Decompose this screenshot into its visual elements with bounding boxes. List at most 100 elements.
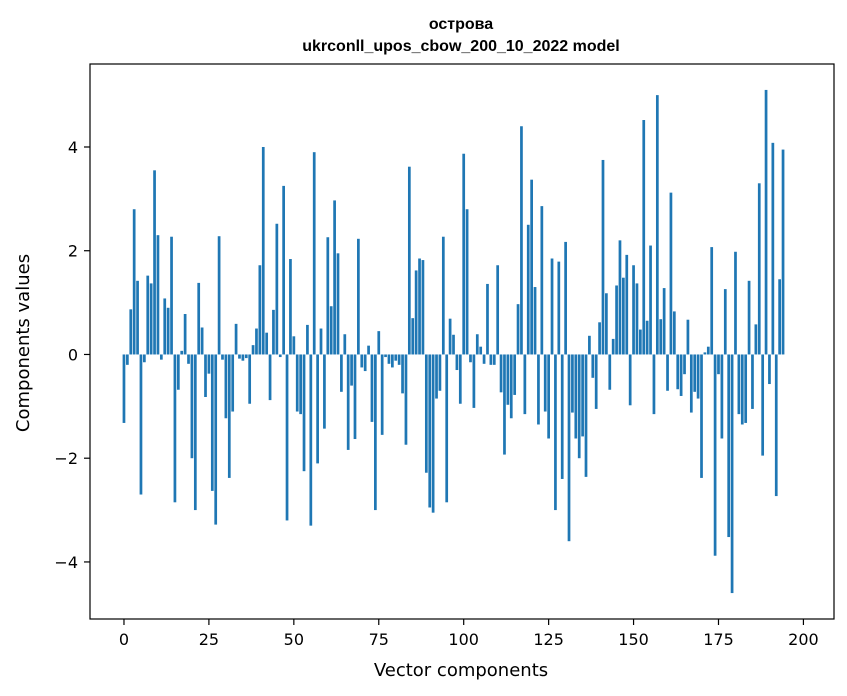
bar-49 xyxy=(289,259,292,355)
bar-33 xyxy=(234,323,238,355)
bar-192 xyxy=(774,354,778,497)
bar-30 xyxy=(224,354,228,419)
bar-121 xyxy=(533,287,537,355)
bar-130 xyxy=(564,241,567,355)
bar-83 xyxy=(404,354,408,445)
bar-94 xyxy=(441,236,445,355)
bar-5 xyxy=(139,354,143,495)
x-tick-label: 125 xyxy=(533,630,564,649)
bar-89 xyxy=(424,354,428,473)
bar-179 xyxy=(730,354,734,594)
bar-31 xyxy=(227,354,231,478)
x-tick-label: 75 xyxy=(369,630,389,649)
bar-87 xyxy=(418,258,421,355)
y-tick-label: 4 xyxy=(68,138,78,157)
bar-72 xyxy=(367,345,370,355)
bar-66 xyxy=(346,354,350,450)
bar-140 xyxy=(598,322,601,355)
bar-169 xyxy=(696,354,700,399)
bar-154 xyxy=(645,320,649,355)
bar-145 xyxy=(615,285,618,355)
bar-190 xyxy=(768,354,771,385)
bar-182 xyxy=(740,354,744,425)
bar-21 xyxy=(193,354,197,511)
y-tick-label: −4 xyxy=(54,553,78,572)
bar-39 xyxy=(255,328,258,355)
bar-101 xyxy=(465,209,469,355)
bar-151 xyxy=(635,283,639,355)
bar-53 xyxy=(302,354,306,472)
bar-112 xyxy=(503,354,506,455)
bar-50 xyxy=(292,336,296,355)
bar-52 xyxy=(299,354,302,415)
bar-124 xyxy=(543,354,547,412)
bar-193 xyxy=(778,279,781,355)
bar-157 xyxy=(655,95,659,355)
bar-7 xyxy=(146,275,150,355)
bar-98 xyxy=(455,354,459,371)
bar-152 xyxy=(639,329,642,355)
bar-153 xyxy=(642,120,646,355)
bar-120 xyxy=(530,179,533,355)
bar-147 xyxy=(622,277,625,355)
chart-subtitle: ukrconll_upos_cbow_200_10_2022 model xyxy=(302,38,619,55)
bar-146 xyxy=(618,240,622,355)
bar-55 xyxy=(309,354,313,526)
bar-148 xyxy=(625,254,629,355)
bar-143 xyxy=(608,354,612,390)
bar-88 xyxy=(421,260,425,355)
bar-113 xyxy=(506,354,510,405)
bar-166 xyxy=(686,319,690,355)
bar-84 xyxy=(407,166,411,355)
bar-4 xyxy=(136,280,139,355)
bar-107 xyxy=(486,283,489,355)
x-tick-label: 150 xyxy=(618,630,649,649)
bar-90 xyxy=(428,354,432,508)
bar-135 xyxy=(581,354,584,437)
bar-163 xyxy=(676,354,680,390)
bar-27 xyxy=(214,354,218,525)
bar-44 xyxy=(272,309,275,355)
bar-71 xyxy=(363,354,367,372)
bar-36 xyxy=(244,354,248,359)
bar-170 xyxy=(700,354,703,478)
y-tick-label: 2 xyxy=(68,242,78,261)
bar-181 xyxy=(737,354,741,415)
bar-173 xyxy=(710,247,714,355)
bar-29 xyxy=(221,354,224,360)
bar-0 xyxy=(122,354,126,423)
x-tick-label: 200 xyxy=(788,630,819,649)
bar-37 xyxy=(248,354,252,404)
bar-144 xyxy=(611,338,615,355)
bar-77 xyxy=(384,354,387,358)
bar-96 xyxy=(448,318,452,355)
bar-99 xyxy=(458,354,462,404)
bar-100 xyxy=(462,153,466,355)
bar-73 xyxy=(370,354,374,422)
plot-frame xyxy=(89,63,835,620)
bar-46 xyxy=(278,354,282,358)
bar-172 xyxy=(706,346,710,355)
bar-129 xyxy=(560,354,564,479)
bar-174 xyxy=(713,354,717,556)
bar-178 xyxy=(727,354,731,538)
bar-6 xyxy=(143,354,146,363)
bar-2 xyxy=(129,309,133,355)
bar-93 xyxy=(438,354,442,391)
x-tick-label: 0 xyxy=(119,630,129,649)
bar-76 xyxy=(380,354,384,435)
bar-24 xyxy=(204,354,207,397)
bar-186 xyxy=(754,324,758,355)
bar-118 xyxy=(523,354,527,415)
bar-134 xyxy=(577,354,581,459)
bar-48 xyxy=(285,354,289,521)
bar-185 xyxy=(751,354,754,409)
bar-160 xyxy=(666,354,669,391)
bar-57 xyxy=(316,354,319,464)
bar-191 xyxy=(771,142,775,355)
bar-43 xyxy=(268,354,272,401)
bar-32 xyxy=(231,354,235,412)
bar-111 xyxy=(499,354,503,393)
bar-40 xyxy=(258,265,262,355)
bar-106 xyxy=(482,354,486,364)
